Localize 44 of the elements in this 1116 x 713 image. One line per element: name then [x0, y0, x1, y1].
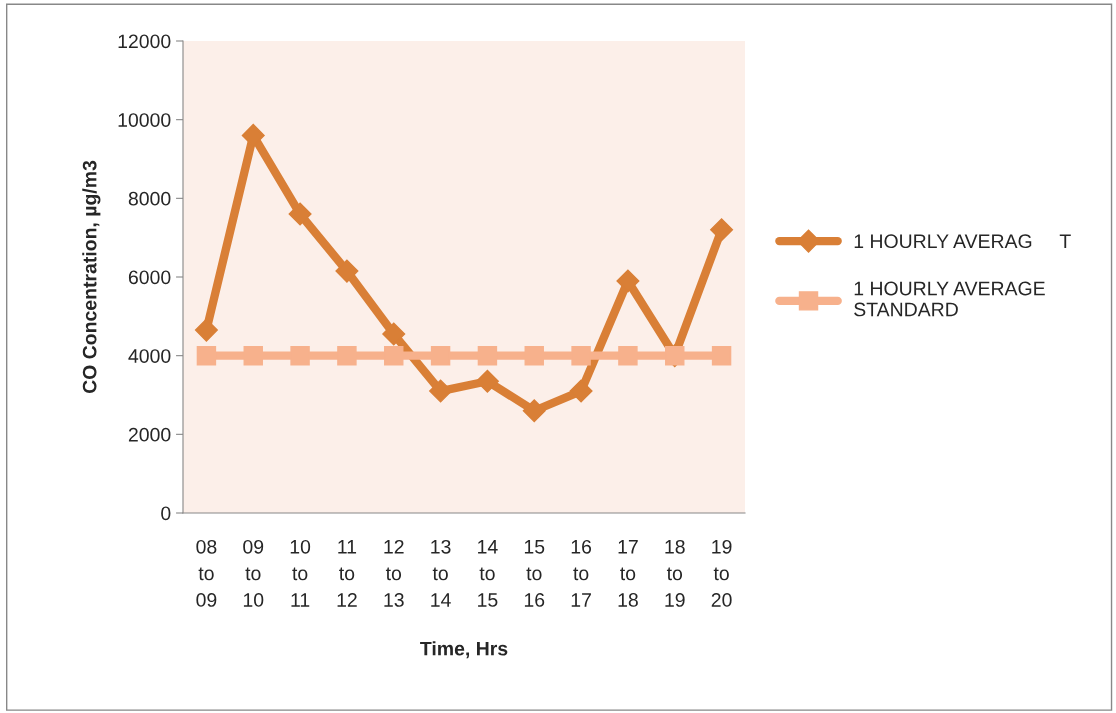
point: [571, 345, 591, 366]
point: [618, 345, 638, 366]
point: [384, 345, 404, 366]
point: [524, 345, 544, 366]
point: [569, 379, 593, 403]
point: [290, 345, 310, 366]
point: [335, 259, 359, 283]
x-tick-label: 09 to 10: [243, 539, 264, 607]
point: [243, 345, 263, 366]
x-tick-label: 14 to 15: [478, 540, 498, 607]
y-tick-label: 0: [161, 506, 171, 521]
y-tick-label: 12000: [118, 34, 171, 49]
point: [288, 202, 312, 226]
point: [522, 399, 546, 423]
point: [196, 345, 217, 366]
point: [475, 369, 499, 393]
y-tick-label: 2000: [128, 427, 171, 442]
y-tick-label: 10000: [118, 113, 171, 127]
point: [430, 345, 451, 366]
x-tick-label: 16 to 17: [571, 539, 592, 607]
x-tick-label: 12 to 13: [384, 539, 404, 607]
point: [337, 345, 357, 366]
y-tick-label: 8000: [128, 191, 171, 206]
x-tick-label: 19 to 20: [711, 539, 732, 607]
y-tick-label: 4000: [128, 349, 171, 363]
y-tick-label: 6000: [128, 270, 171, 285]
y-axis-title: CO Concentration, µg/m3: [82, 160, 101, 394]
legend-label: 1 HOURLY AVERAGE STANDARD: [854, 281, 1045, 317]
x-tick-label: 08 to 09: [196, 539, 217, 607]
x-tick-label: 13 to 14: [431, 539, 451, 607]
x-tick-label: 18 to 19: [665, 539, 685, 607]
point: [429, 379, 453, 403]
point: [711, 345, 732, 366]
x-tick-label: 15 to 16: [524, 540, 545, 607]
point: [710, 218, 734, 242]
point: [477, 345, 498, 366]
x-axis-title: Time, Hrs: [420, 641, 508, 659]
x-tick-label: 17 to 18: [618, 540, 638, 607]
legend-label: 1 HOURLY AVERAG T: [854, 234, 1071, 249]
point: [616, 269, 640, 293]
x-tick-label: 11 to 12: [337, 540, 357, 607]
point: [382, 322, 406, 346]
point: [194, 318, 218, 342]
x-tick-label: 10 to 11: [290, 539, 311, 607]
